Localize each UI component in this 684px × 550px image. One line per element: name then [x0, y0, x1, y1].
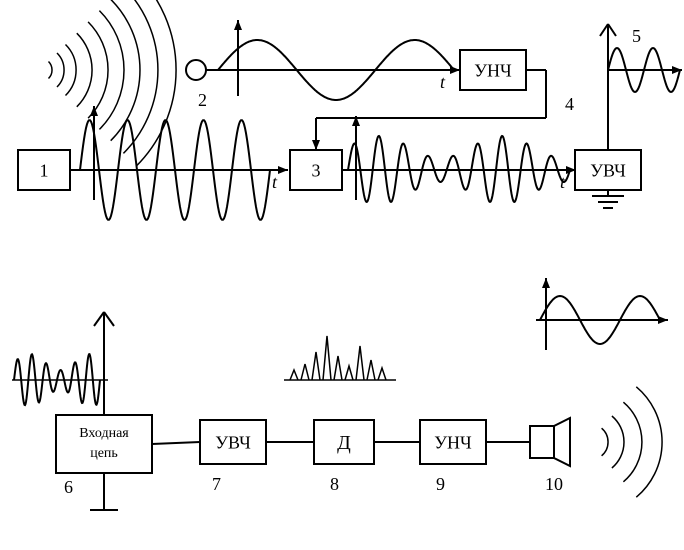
block-input-circuit-label1: Входная — [79, 426, 129, 441]
wire — [104, 312, 114, 326]
arrowhead — [234, 20, 242, 30]
sound-waves-arc-2 — [66, 45, 77, 96]
block-uvch-bot-label: УВЧ — [215, 432, 251, 452]
number-5: 5 — [632, 26, 641, 46]
microphone-icon — [186, 60, 206, 80]
det-spike-4 — [334, 356, 342, 380]
block-3-label: 3 — [312, 160, 321, 180]
t-label-1: t — [440, 72, 446, 92]
det-spike-8 — [378, 368, 386, 380]
wire — [608, 24, 616, 36]
speaker-body — [530, 426, 554, 458]
sound-waves-arc-0 — [49, 62, 53, 79]
block-detector-label: Д — [337, 432, 351, 454]
block-1-label: 1 — [40, 160, 49, 180]
sound-waves-arc-8 — [136, 0, 176, 166]
sound-waves-arc-5 — [99, 11, 124, 130]
sound-waves-arc-4 — [88, 22, 108, 118]
speaker-horn — [554, 418, 570, 466]
det-spike-0 — [290, 370, 298, 380]
block-uvch-top-label: УВЧ — [590, 160, 626, 180]
diagram-canvas: tУНЧ1t3tУВЧ245ВходнаяцепьУВЧДУНЧ678910 — [0, 0, 684, 550]
number-9: 9 — [436, 474, 445, 494]
speaker-waves-arc-1 — [612, 416, 624, 468]
speaker-waves-arc-2 — [623, 402, 642, 482]
speaker-waves-arc-3 — [636, 387, 662, 497]
det-spike-3 — [323, 336, 331, 380]
arrowhead — [542, 278, 550, 288]
block-input-circuit-label2: цепь — [90, 446, 118, 461]
arrowhead — [312, 140, 320, 150]
det-spike-7 — [367, 360, 375, 380]
wire — [94, 312, 104, 326]
block-input-circuit — [56, 415, 152, 473]
det-spike-1 — [301, 364, 309, 380]
det-spike-6 — [356, 346, 364, 380]
number-8: 8 — [330, 474, 339, 494]
am-wave — [348, 136, 570, 202]
number-6: 6 — [64, 477, 73, 497]
arrowhead — [278, 166, 288, 174]
number-4: 4 — [565, 94, 574, 114]
speaker-waves-arc-0 — [602, 428, 608, 456]
wire — [152, 442, 200, 444]
sound-waves-arc-3 — [77, 33, 92, 107]
wire — [600, 24, 608, 36]
t-label-2: t — [272, 172, 278, 192]
number-2: 2 — [198, 90, 207, 110]
block-unch-top-label: УНЧ — [474, 60, 512, 80]
sound-waves-arc-1 — [57, 53, 64, 87]
det-spike-2 — [312, 352, 320, 380]
arrowhead — [672, 66, 682, 74]
sound-waves-arc-6 — [111, 0, 140, 141]
number-10: 10 — [545, 474, 563, 494]
number-7: 7 — [212, 474, 221, 494]
det-spike-5 — [345, 366, 353, 380]
block-unch-bot-label: УНЧ — [434, 432, 472, 452]
